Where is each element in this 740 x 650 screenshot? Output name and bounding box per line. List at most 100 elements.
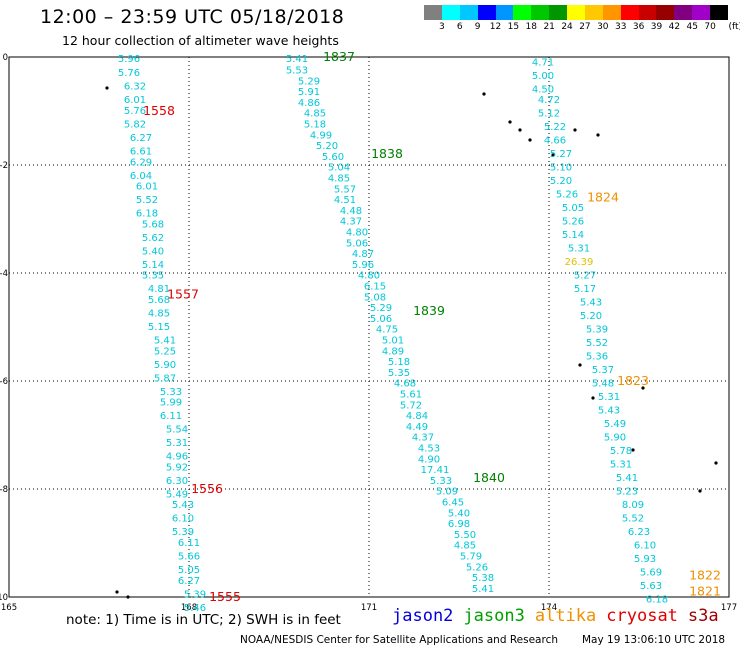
swh-value-label: 5.46 bbox=[184, 603, 206, 614]
swh-value-label: 5.15 bbox=[148, 322, 170, 333]
colorbar-swatch bbox=[710, 5, 728, 20]
swh-value-label: 5.96 bbox=[118, 54, 140, 65]
swh-value-label: 4.80 bbox=[346, 228, 368, 239]
swh-value-label: 5.57 bbox=[334, 184, 356, 195]
swh-value-label: 6.10 bbox=[172, 514, 194, 525]
swh-value-label: 5.41 bbox=[286, 54, 308, 65]
swh-value-label: 5.41 bbox=[154, 336, 176, 347]
swh-value-label: 5.27 bbox=[550, 149, 572, 160]
swh-value-label: 4.89 bbox=[382, 346, 404, 357]
swh-value-label: 5.14 bbox=[142, 260, 164, 271]
swh-value-label: 5.49 bbox=[166, 489, 188, 500]
swh-value-label: 4.68 bbox=[394, 379, 416, 390]
swh-value-label: 6.18 bbox=[646, 595, 668, 606]
pass-number-label: 1824 bbox=[587, 189, 619, 204]
island-marker bbox=[551, 153, 555, 157]
island-marker bbox=[573, 128, 577, 132]
swh-value-label: 4.85 bbox=[304, 109, 326, 120]
swh-value-label: 6.18 bbox=[136, 209, 158, 220]
swh-value-label: 5.25 bbox=[154, 346, 176, 357]
swh-value-label: 5.26 bbox=[466, 562, 488, 573]
swh-value-label: 5.06 bbox=[346, 238, 368, 249]
swh-value-label: 6.27 bbox=[178, 576, 200, 587]
swh-value-label: 5.14 bbox=[562, 230, 584, 241]
swh-value-label: 6.61 bbox=[130, 147, 152, 158]
swh-value-label: 5.20 bbox=[580, 311, 602, 322]
swh-value-label: 5.82 bbox=[124, 120, 146, 131]
swh-value-label: 5.27 bbox=[574, 271, 596, 282]
y-tick-label: -8 bbox=[0, 485, 8, 495]
swh-value-label: 4.81 bbox=[148, 284, 170, 295]
swh-value-label: 5.40 bbox=[142, 246, 164, 257]
swh-value-label: 5.36 bbox=[586, 352, 608, 363]
swh-value-label: 5.68 bbox=[148, 295, 170, 306]
island-marker bbox=[126, 595, 130, 599]
swh-value-label: 5.06 bbox=[370, 314, 392, 325]
swh-value-label: 4.99 bbox=[310, 130, 332, 141]
swh-value-label: 26.39 bbox=[565, 257, 594, 268]
swh-value-label: 5.31 bbox=[166, 438, 188, 449]
colorbar-tick-label: 15 bbox=[507, 22, 520, 32]
swh-value-label: 5.78 bbox=[610, 446, 632, 457]
swh-value-label: 4.85 bbox=[328, 174, 350, 185]
swh-value-label: 5.68 bbox=[142, 219, 164, 230]
swh-value-label: 5.90 bbox=[604, 433, 626, 444]
swh-value-label: 5.04 bbox=[328, 163, 350, 174]
legend-entry-altika: altika bbox=[534, 606, 597, 626]
swh-value-label: 4.49 bbox=[406, 422, 428, 433]
swh-value-label: 5.31 bbox=[568, 244, 590, 255]
swh-value-label: 6.45 bbox=[442, 498, 464, 509]
map-subtitle: 12 hour collection of altimeter wave hei… bbox=[62, 33, 339, 48]
swh-value-label: 6.32 bbox=[124, 82, 146, 93]
colorbar-swatch bbox=[549, 5, 567, 20]
swh-value-label: 5.52 bbox=[136, 195, 158, 206]
island-marker bbox=[641, 386, 645, 390]
swh-value-label: 5.29 bbox=[298, 76, 320, 87]
colorbar-swatch bbox=[531, 5, 550, 20]
colorbar-tick-label: 42 bbox=[668, 22, 681, 32]
colorbar-tick-label: 45 bbox=[686, 22, 698, 32]
colorbar-tick-label: 18 bbox=[525, 22, 538, 32]
colorbar-swatch bbox=[441, 5, 460, 20]
swh-value-label: 5.18 bbox=[304, 120, 326, 131]
swh-value-label: 5.09 bbox=[436, 487, 458, 498]
swh-value-label: 6.15 bbox=[364, 282, 386, 293]
swh-value-label: 4.48 bbox=[340, 206, 362, 217]
swh-value-label: 5.72 bbox=[400, 400, 422, 411]
swh-value-label: 5.62 bbox=[142, 233, 164, 244]
swh-value-label: 5.35 bbox=[142, 271, 164, 282]
island-marker bbox=[591, 396, 595, 400]
swh-value-label: 6.01 bbox=[136, 182, 158, 193]
y-tick-label: -2 bbox=[0, 161, 8, 171]
swh-value-label: 5.87 bbox=[154, 373, 176, 384]
pass-number-label: 1556 bbox=[191, 481, 223, 496]
island-marker bbox=[105, 86, 109, 90]
swh-value-label: 5.26 bbox=[556, 190, 578, 201]
colorbar-swatch bbox=[495, 5, 514, 20]
swh-value-label: 5.18 bbox=[388, 357, 410, 368]
y-tick-label: 0 bbox=[3, 53, 8, 63]
swh-value-label: 5.05 bbox=[562, 203, 584, 214]
swh-value-label: 6.11 bbox=[178, 538, 200, 549]
swh-value-label: 5.43 bbox=[172, 500, 194, 511]
swh-value-label: 5.22 bbox=[544, 122, 566, 133]
colorbar-swatch bbox=[656, 5, 675, 20]
swh-value-label: 5.63 bbox=[640, 581, 662, 592]
swh-value-label: 5.92 bbox=[166, 462, 188, 473]
y-tick-label: -6 bbox=[0, 377, 8, 387]
island-marker bbox=[508, 120, 512, 124]
swh-value-label: 5.39 bbox=[172, 527, 194, 538]
colorbar-swatch bbox=[692, 5, 710, 20]
swh-value-label: 5.29 bbox=[370, 303, 392, 314]
colorbar-swatch bbox=[459, 5, 478, 20]
swh-value-label: 6.30 bbox=[166, 476, 188, 487]
colorbar-swatch bbox=[638, 5, 657, 20]
swh-value-label: 5.31 bbox=[598, 392, 620, 403]
swh-value-label: 4.96 bbox=[166, 452, 188, 463]
swh-value-label: 5.66 bbox=[178, 552, 200, 563]
y-tick-label: -10 bbox=[0, 593, 8, 603]
pass-number-label: 1821 bbox=[689, 584, 721, 599]
pass-number-label: 1839 bbox=[413, 303, 445, 318]
colorbar-swatch bbox=[424, 5, 442, 20]
